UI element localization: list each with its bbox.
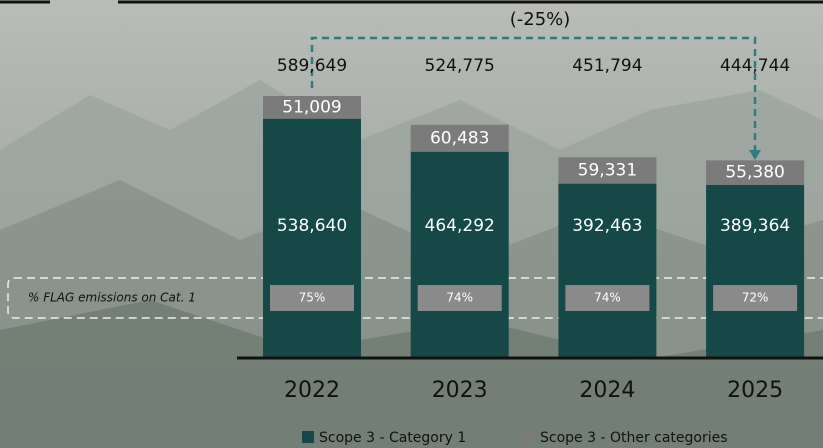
- total-label: 524,775: [425, 56, 495, 76]
- value-label: 55,380: [725, 163, 784, 183]
- total-label: 451,794: [572, 56, 642, 76]
- bar-segment: [558, 183, 657, 358]
- total-label: 444,744: [720, 56, 790, 76]
- value-label: 59,331: [578, 160, 637, 180]
- flag-box: [713, 285, 798, 311]
- value-label: 538,640: [277, 216, 347, 236]
- bar-segment: [706, 184, 805, 358]
- flag-label: % FLAG emissions on Cat. 1: [28, 291, 196, 305]
- flag-value: 74%: [446, 291, 473, 305]
- bar-segment: [558, 157, 657, 184]
- flag-value: 72%: [742, 291, 769, 305]
- bar-segment: [410, 151, 509, 358]
- change-arrow: [310, 36, 757, 152]
- value-label: 389,364: [720, 216, 790, 236]
- value-label: 464,292: [425, 216, 495, 236]
- bars: 538,640 51,009 589,649 75% 2022 464,292 60,483…: [263, 56, 805, 403]
- bar-segment: [263, 96, 361, 119]
- legend: Scope 3 - Category 1 Scope 3 - Other cate…: [302, 430, 728, 446]
- value-label: 392,463: [572, 216, 642, 236]
- x-tick-label: 2022: [284, 378, 340, 403]
- flag-value: 75%: [299, 291, 326, 305]
- value-label: 51,009: [282, 97, 341, 117]
- x-tick-label: 2023: [432, 378, 488, 403]
- total-label: 589,649: [277, 56, 347, 76]
- mountain: [0, 300, 823, 448]
- legend-swatch: [523, 431, 535, 443]
- flag-box: [270, 285, 354, 311]
- annotation: (-25%): [510, 9, 571, 30]
- flag-box: [417, 285, 502, 311]
- value-label: 60,483: [430, 128, 489, 148]
- x-tick-label: 2024: [579, 378, 635, 403]
- x-tick-label: 2025: [727, 378, 783, 403]
- bar-segment: [706, 160, 805, 185]
- arrow-head: [749, 150, 761, 160]
- legend-label: Scope 3 - Other categories: [540, 430, 728, 446]
- legend-label: Scope 3 - Category 1: [319, 430, 466, 446]
- legend-swatch: [302, 431, 314, 443]
- bar-segment: [410, 124, 509, 152]
- flag-value: 74%: [594, 291, 621, 305]
- flag-box: [565, 285, 650, 311]
- bar-segment: [263, 118, 361, 358]
